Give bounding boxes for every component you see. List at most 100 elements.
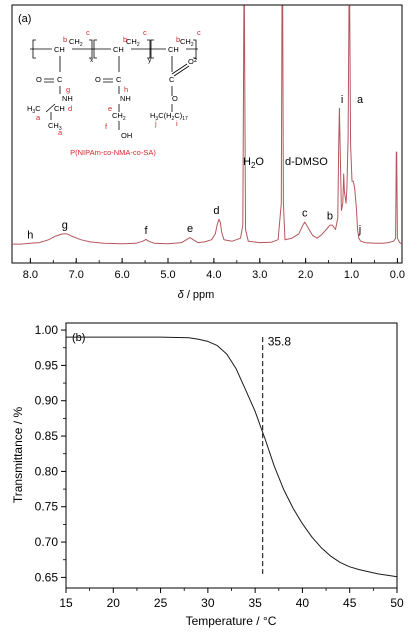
ch2-3: CH2 <box>180 37 194 48</box>
h3c-iso: H3C <box>27 104 41 115</box>
structure-atom-label: h <box>124 85 128 94</box>
x-tick-label: 35 <box>248 596 262 610</box>
structure-atom-label: a <box>36 113 41 122</box>
nmr-x-tick-label: 5.0 <box>160 269 175 281</box>
ch2-methylol: CH2 <box>112 111 126 122</box>
nmr-spectrum-line <box>12 5 403 245</box>
stearyl-chain: H3C(H2C)17 <box>150 111 188 122</box>
y-tick-label: 1.00 <box>35 323 59 337</box>
structure-atom-label: g <box>66 85 70 94</box>
nh-1: NH <box>62 94 73 103</box>
structure-pendant-bonds <box>59 56 173 72</box>
structure-atom-labels: a a b b b c c c d ef g h i j <box>36 28 201 137</box>
ch2-2: CH2 <box>126 37 140 48</box>
nh-2: NH <box>120 94 131 103</box>
nmr-peak-labels: hg f ed c bi aj <box>27 94 364 242</box>
structure-atom-label: j <box>154 119 157 128</box>
transmittance-panel-label: (b) <box>72 332 85 344</box>
nmr-x-axis-label: δ / ppm <box>178 289 215 301</box>
ch-2: CH <box>113 45 124 54</box>
nmr-x-tick-label: 1.0 <box>344 269 359 281</box>
structure-carbonyl-2 <box>103 78 113 83</box>
nmr-x-tick-label: 3.0 <box>252 269 267 281</box>
structure-carbonyl-3 <box>171 63 190 77</box>
structure-amide-bonds <box>59 86 173 96</box>
nmr-x-tick-label: 4.0 <box>206 269 221 281</box>
structure-carbonyl-1 <box>44 78 54 83</box>
structure-isopropyl-bonds <box>45 103 56 120</box>
nmr-x-tick-label: 6.0 <box>114 269 129 281</box>
polymer-structure <box>30 39 198 130</box>
nmr-peak-label: c <box>302 208 308 220</box>
nmr-peak-label: a <box>357 94 364 106</box>
structure-atom-label: e <box>108 104 112 113</box>
ch-1: CH <box>54 45 65 54</box>
nmr-panel: (a) 8.0 7.0 6.0 5.0 4.0 3.0 2.0 1.0 0.0 hg f ed c bi… <box>11 4 405 301</box>
o-1: O <box>36 75 42 84</box>
structure-atom-label: c <box>86 28 90 37</box>
nmr-peak-label: b <box>327 211 333 223</box>
nmr-x-tick-label: 7.0 <box>69 269 84 281</box>
o-2: O <box>95 75 101 84</box>
ch-3: CH <box>168 45 179 54</box>
lcst-value-label: 35.8 <box>268 335 292 349</box>
nmr-peak-label: e <box>187 223 193 235</box>
nmr-x-axis: 8.0 7.0 6.0 5.0 4.0 3.0 2.0 1.0 0.0 <box>23 258 405 281</box>
structure-atom-label: b <box>176 35 180 44</box>
x-tick-label: 45 <box>343 596 357 610</box>
transmittance-y-axis-label: Transmittance / % <box>11 407 25 504</box>
water-solvent-label: H2O <box>243 156 264 170</box>
x-tick-label: 20 <box>107 596 121 610</box>
structure-atom-label: i <box>176 119 178 128</box>
dmso-solvent-label: d-DMSO <box>285 156 328 168</box>
polymer-structure-text: CH CH CH CH2 CH2 CH2 x y z C C C O O O N… <box>27 37 197 140</box>
sub-y: y <box>148 57 152 64</box>
y-tick-label: 0.70 <box>35 535 59 549</box>
nmr-peak-label: d <box>213 205 219 217</box>
nmr-peak-label: g <box>62 219 68 231</box>
structure-atom-label: c <box>197 28 201 37</box>
structure-atom-label: b <box>123 35 127 44</box>
nmr-peak-label: h <box>27 230 33 242</box>
transmittance-curve <box>66 336 398 578</box>
o-ester: O <box>172 94 178 103</box>
ch-iso: CH <box>54 104 65 113</box>
sub-z: z <box>194 57 197 64</box>
x-tick-label: 30 <box>201 596 215 610</box>
o-3: O <box>188 57 194 66</box>
sub-x: x <box>90 57 94 64</box>
oh-methylol: OH <box>121 131 132 140</box>
x-tick-label: 15 <box>59 596 73 610</box>
x-tick-label: 25 <box>154 596 168 610</box>
lcst-annotation: 35.8 <box>262 335 292 574</box>
nmr-peak-label: i <box>341 94 343 106</box>
nmr-panel-label: (a) <box>18 13 31 25</box>
transmittance-axes: 15 20 25 30 35 40 45 50 0.65 0.70 0.75 0.80 0.85 0.90… <box>35 323 404 610</box>
x-tick-label: 50 <box>390 596 404 610</box>
c-1: C <box>57 75 63 84</box>
x-tick-label: 40 <box>296 596 310 610</box>
nmr-x-tick-label: 8.0 <box>23 269 38 281</box>
nmr-spectrum <box>12 5 403 245</box>
y-tick-label: 0.80 <box>35 464 59 478</box>
c-2: C <box>116 75 122 84</box>
structure-atom-label: c <box>143 28 147 37</box>
structure-atom-label: a <box>58 128 63 137</box>
nmr-peak-label: f <box>144 225 148 237</box>
y-tick-label: 0.95 <box>35 358 59 372</box>
structure-atom-label: b <box>63 35 67 44</box>
structure-atom-label: f <box>105 122 108 131</box>
nmr-peak-label: j <box>358 224 361 236</box>
c-3: C <box>169 75 175 84</box>
nmr-x-tick-label: 2.0 <box>298 269 313 281</box>
y-tick-label: 0.75 <box>35 500 59 514</box>
ch2-1: CH2 <box>69 37 83 48</box>
transmittance-line <box>66 336 398 578</box>
y-tick-label: 0.65 <box>35 570 59 584</box>
y-tick-label: 0.90 <box>35 394 59 408</box>
nmr-x-tick-label: 0.0 <box>390 269 405 281</box>
nmr-plot-frame <box>11 4 403 264</box>
y-tick-label: 0.85 <box>35 429 59 443</box>
transmittance-panel: (b) 15 20 25 30 35 40 45 50 0.65 0.70 0.75 0.80 0.85… <box>11 322 404 628</box>
